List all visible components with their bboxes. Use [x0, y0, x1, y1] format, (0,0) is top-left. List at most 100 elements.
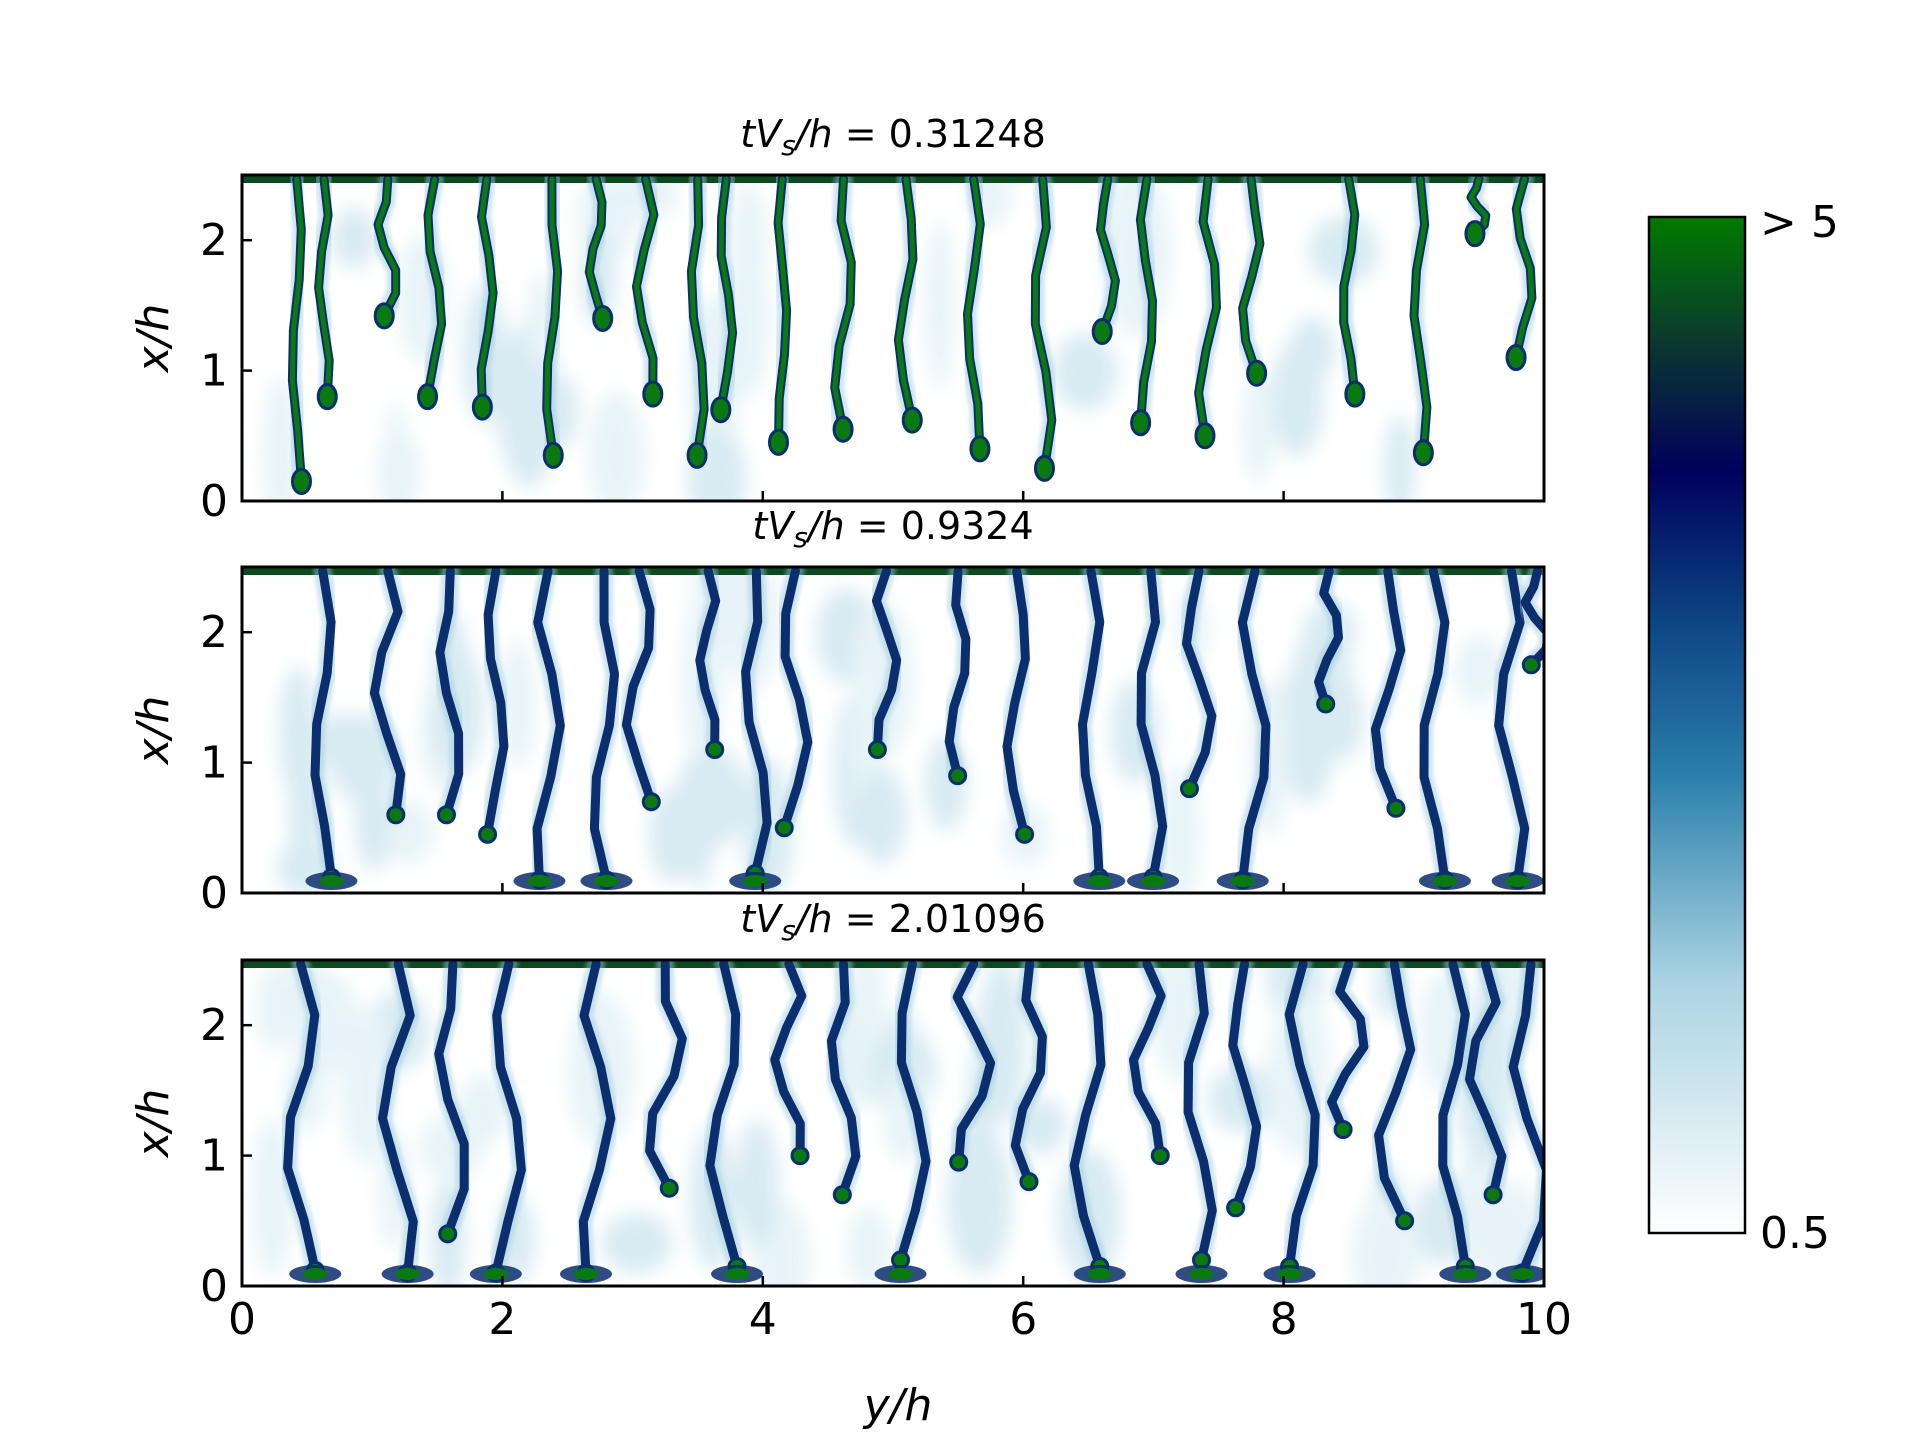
x-tick-label: 2 — [488, 1294, 516, 1345]
haze-blob — [588, 391, 646, 501]
finger — [1130, 175, 1162, 437]
finger-spread-core — [725, 1268, 750, 1280]
y-axis-label: x/h — [128, 1089, 179, 1160]
finger-tip — [1033, 454, 1055, 482]
finger-core — [1513, 176, 1535, 361]
fingers — [278, 960, 1544, 1283]
finger-spread-core — [1189, 1268, 1214, 1280]
finger-body — [1374, 960, 1416, 1226]
plot-area — [242, 960, 1544, 1286]
finger — [580, 175, 614, 332]
y-tick-label: 0 — [200, 868, 228, 919]
finger-body — [1002, 567, 1030, 839]
finger — [1334, 175, 1366, 408]
panel-2: 0 1 2 x/h tVs/h = 0.9324 — [128, 504, 1546, 919]
haze-blob — [676, 746, 747, 848]
finger-core — [895, 176, 916, 423]
finger-tip — [1130, 409, 1152, 437]
finger-body — [1010, 960, 1047, 1187]
finger — [998, 567, 1035, 844]
finger-core — [965, 176, 983, 452]
haze-blob — [456, 1075, 510, 1144]
finger-body — [826, 960, 861, 1200]
finger — [1175, 960, 1228, 1283]
finger-body — [1078, 567, 1105, 882]
finger-body — [1183, 960, 1217, 1265]
finger — [513, 567, 570, 890]
panel-title: tVs/h = 0.31248 — [740, 112, 1046, 162]
finger-body — [1314, 567, 1343, 709]
finger — [1405, 175, 1436, 467]
finger — [305, 567, 358, 890]
finger-tip — [1386, 798, 1406, 818]
finger-tip — [790, 1146, 810, 1166]
finger-body — [779, 567, 813, 833]
finger-spread-core — [1230, 875, 1255, 887]
finger-body — [1284, 960, 1320, 1271]
finger-tip — [710, 396, 732, 424]
finger-spread-core — [319, 875, 344, 887]
finger-tip — [386, 805, 406, 825]
finger — [478, 567, 513, 844]
finger-tip — [1505, 344, 1527, 372]
finger-tip — [373, 302, 395, 330]
y-tick-label: 2 — [200, 1000, 228, 1051]
haze-blob — [846, 1207, 892, 1286]
finger-body — [1419, 567, 1450, 885]
finger — [765, 960, 811, 1166]
finger-body — [1228, 960, 1262, 1213]
finger-tip — [1316, 694, 1336, 714]
finger-tip — [642, 380, 664, 408]
finger-body — [872, 567, 902, 755]
finger — [278, 960, 342, 1283]
y-tick-label: 1 — [200, 346, 228, 397]
finger — [1369, 960, 1420, 1231]
finger-tip — [901, 406, 923, 434]
haze-blob — [1242, 373, 1275, 483]
finger-body — [695, 567, 721, 755]
haze-blob — [924, 220, 955, 390]
finger-core — [718, 176, 736, 413]
finger-body — [378, 960, 418, 1278]
finger-body — [1370, 567, 1406, 813]
x-tick-label: 6 — [1009, 1294, 1037, 1345]
finger — [1460, 960, 1511, 1205]
finger — [1263, 960, 1325, 1283]
finger-tip — [1483, 1185, 1503, 1205]
fingers — [283, 175, 1541, 495]
haze-blob — [1384, 414, 1416, 501]
finger-tip — [1344, 380, 1366, 408]
finger-spread-core — [1087, 1268, 1112, 1280]
finger-spread-core — [594, 875, 619, 887]
haze-blob — [381, 400, 412, 501]
y-tick-label: 0 — [200, 476, 228, 527]
finger-tip — [417, 383, 439, 411]
finger — [1216, 567, 1275, 890]
finger-spread-core — [1087, 875, 1112, 887]
finger-spread-core — [527, 875, 552, 887]
finger — [617, 567, 661, 812]
finger-tip — [867, 740, 887, 760]
finger-body — [1129, 960, 1166, 1161]
finger — [560, 960, 620, 1283]
finger-body — [491, 960, 526, 1278]
x-tick-label: 10 — [1516, 1294, 1572, 1345]
finger-body — [578, 960, 616, 1278]
finger-body — [1465, 960, 1507, 1200]
finger-body — [1237, 567, 1271, 885]
haze-blob — [255, 965, 292, 1051]
finger-tip — [1179, 779, 1199, 799]
x-tick-label: 4 — [749, 1294, 777, 1345]
finger-body — [483, 567, 509, 839]
finger — [309, 175, 339, 411]
finger — [1462, 175, 1495, 248]
y-tick-label: 1 — [200, 738, 228, 789]
finger — [1366, 567, 1410, 818]
finger-spread-core — [483, 1268, 508, 1280]
finger — [867, 567, 906, 760]
plot-area — [242, 175, 1544, 501]
finger-core — [1468, 176, 1489, 237]
finger-tip — [686, 441, 708, 469]
finger-body — [1327, 960, 1369, 1134]
